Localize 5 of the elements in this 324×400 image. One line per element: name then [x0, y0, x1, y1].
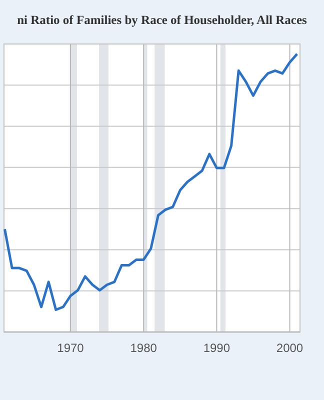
- x-tick-label: 1980: [130, 341, 158, 355]
- chart-title: ni Ratio of Families by Race of Householder, All Races: [17, 13, 308, 27]
- x-tick-label: 2000: [276, 341, 304, 355]
- x-tick-label: 1990: [203, 341, 230, 355]
- x-tick-label: 1970: [57, 341, 84, 355]
